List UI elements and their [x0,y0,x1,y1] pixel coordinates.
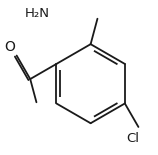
Text: H₂N: H₂N [24,7,50,20]
Text: O: O [5,40,15,54]
Text: Cl: Cl [126,132,139,145]
